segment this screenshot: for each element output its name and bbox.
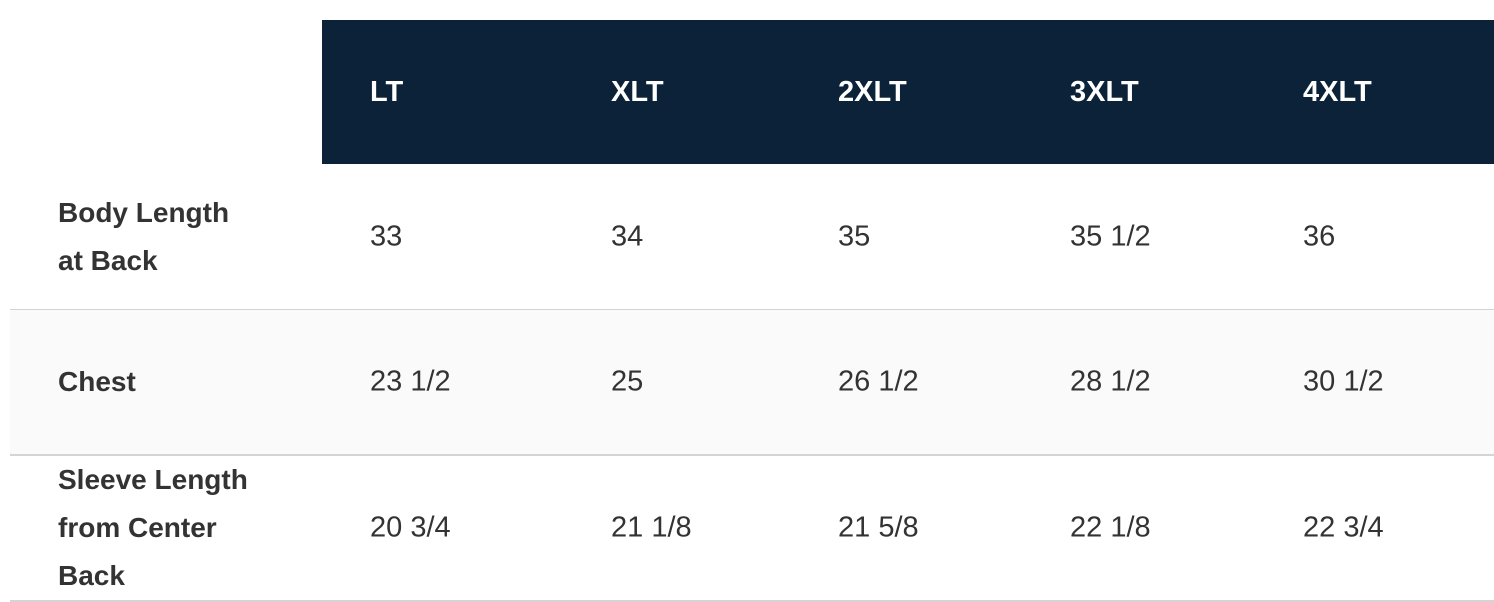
table-row: Sleeve Length from Center Back 20 3/4 21 1… bbox=[10, 456, 1494, 602]
cell-value: 22 3/4 bbox=[1303, 511, 1384, 544]
cell-value: 23 1/2 bbox=[370, 365, 451, 398]
cell-value: 21 5/8 bbox=[838, 511, 919, 544]
cell-value: 26 1/2 bbox=[838, 365, 919, 398]
cell-value: 36 bbox=[1303, 220, 1336, 252]
cell-value: 33 bbox=[370, 220, 403, 252]
header-cell: XLT bbox=[611, 76, 664, 108]
cell-value: 20 3/4 bbox=[370, 511, 451, 544]
row-label: Chest bbox=[58, 366, 136, 397]
cell-value: 35 1/2 bbox=[1070, 220, 1151, 252]
header-cell: LT bbox=[370, 76, 404, 108]
table-header bbox=[322, 20, 1494, 164]
table-row: Body Length at Back 33 34 35 35 1/2 36 bbox=[10, 164, 1494, 311]
cell-value: 34 bbox=[611, 220, 644, 252]
cell-value: 28 1/2 bbox=[1070, 365, 1151, 398]
cell-value: 22 1/8 bbox=[1070, 511, 1151, 544]
table-row: Chest 23 1/2 25 26 1/2 28 1/2 30 1/2 bbox=[10, 310, 1494, 456]
cell-value: 21 1/8 bbox=[611, 511, 692, 544]
cell-value: 30 1/2 bbox=[1303, 365, 1384, 398]
row-label: Sleeve Length from Center Back bbox=[58, 464, 248, 591]
cell-value: 25 bbox=[611, 365, 644, 398]
row-label: Body Length at Back bbox=[58, 196, 230, 276]
header-cell: 2XLT bbox=[838, 76, 907, 108]
header-cell: 4XLT bbox=[1303, 76, 1372, 108]
cell-value: 35 bbox=[838, 220, 871, 252]
header-cell: 3XLT bbox=[1070, 76, 1139, 108]
